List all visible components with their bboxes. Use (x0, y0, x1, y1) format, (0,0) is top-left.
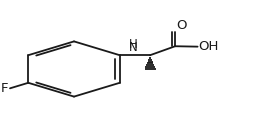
Text: OH: OH (198, 40, 219, 53)
Text: O: O (176, 19, 187, 32)
Text: H: H (129, 38, 138, 51)
Text: N: N (129, 41, 138, 54)
Text: F: F (1, 82, 8, 95)
